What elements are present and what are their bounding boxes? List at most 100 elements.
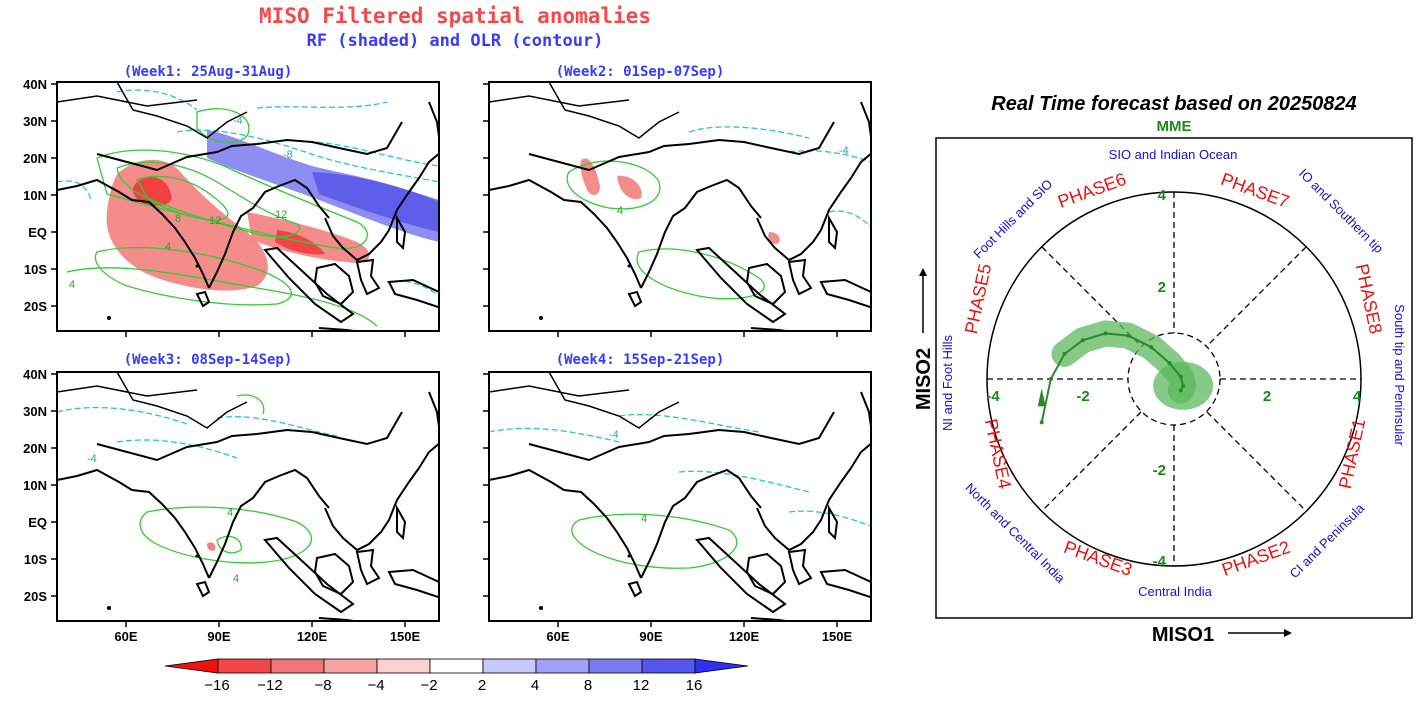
phase-label: PHASE4 (981, 417, 1015, 491)
region-label: Foot Hills and SIO (970, 176, 1055, 261)
phase-label: PHASE1 (1335, 417, 1369, 491)
olr-positive-contour (216, 535, 242, 554)
tick-x: 2 (1263, 388, 1271, 405)
lat-labels-top: 40N 30N 20N 10N EQ 10S 20S (23, 77, 47, 314)
trajectory-point (1149, 345, 1154, 350)
svg-text:12: 12 (275, 209, 287, 221)
rf-negative-shade (247, 212, 370, 263)
region-label: Central India (1138, 584, 1212, 599)
phase-label: PHASE6 (1055, 169, 1129, 212)
map-panel-week2: 4 -4 (482, 81, 872, 338)
colorbar-label: −2 (420, 677, 437, 694)
region-label: North and Central India (962, 480, 1068, 586)
lon-label: 60E (546, 629, 569, 644)
trajectory-arrowhead (1037, 388, 1046, 407)
panel-title-week4: (Week4: 15Sep-21Sep) (556, 352, 725, 368)
olr-positive-contour (566, 160, 661, 210)
trajectory-point (1103, 331, 1108, 336)
lat-label: EQ (28, 515, 47, 530)
olr-negative-contour (788, 510, 871, 527)
lat-label: 20N (23, 151, 47, 166)
colorbar-label: −16 (204, 677, 229, 694)
svg-text:12: 12 (209, 215, 221, 227)
x-axis-arrowhead (1284, 629, 1292, 637)
colorbar-segment (376, 658, 431, 674)
map-panel-week1: 4 8 12 12 4 -8 -4 (50, 81, 440, 338)
colorbar-label: 4 (531, 677, 539, 694)
svg-text:4: 4 (641, 513, 647, 525)
svg-text:4: 4 (165, 241, 171, 253)
olr-negative-contour (216, 416, 338, 437)
phase-label: PHASE7 (1218, 169, 1292, 212)
tick-x: -2 (1076, 388, 1089, 405)
olr-negative-contour (678, 470, 810, 493)
lat-label: 20S (24, 589, 47, 604)
phase-diagram: Real Time forecast based on 20250824 MME… (913, 93, 1413, 646)
colorbar-segment (429, 658, 484, 674)
olr-negative-contour (256, 101, 388, 109)
olr-negative-contour (116, 439, 238, 459)
colorbar-segment (694, 658, 749, 674)
colorbar-label: −4 (367, 677, 384, 694)
trajectory-point (1048, 377, 1053, 381)
lat-label: 10N (23, 188, 47, 203)
phase-label: PHASE5 (961, 262, 995, 336)
colorbar-segment (323, 658, 378, 674)
trajectory-point (1039, 420, 1044, 425)
phase-label: PHASE8 (1352, 262, 1386, 336)
colorbar (164, 658, 749, 674)
lat-label: 10S (24, 552, 47, 567)
rf-negative-core (132, 177, 172, 206)
svg-text:4: 4 (69, 279, 75, 291)
y-axis-label: MISO2 (913, 348, 935, 410)
olr-negative-contour (57, 406, 188, 425)
region-label: IO and Southern tip (1296, 166, 1386, 256)
lon-label: 90E (639, 629, 662, 644)
rf-negative-shade (617, 175, 642, 200)
lon-labels-right: 60E 90E 120E 150E (546, 629, 852, 644)
trajectory-point (1178, 374, 1183, 379)
olr-positive-contour (66, 267, 378, 327)
colorbar-label: 8 (584, 677, 592, 694)
phase-label: PHASE2 (1219, 537, 1293, 580)
rf-negative-shade (106, 159, 268, 291)
olr-negative-contour (316, 141, 439, 167)
trajectory-point (1178, 388, 1183, 393)
lon-label: 120E (297, 629, 328, 644)
phase-diagram-title: Real Time forecast based on 20250824 (991, 93, 1356, 115)
lon-label: 60E (114, 629, 137, 644)
lon-labels-left: 60E 90E 120E 150E (114, 629, 420, 644)
svg-text:-4: -4 (839, 145, 849, 157)
colorbar-label: −12 (257, 677, 282, 694)
colorbar-segment (588, 658, 643, 674)
model-label: MME (1157, 118, 1192, 135)
colorbar-label: −8 (314, 677, 331, 694)
tick-y: -2 (1153, 462, 1166, 479)
lon-label: 150E (390, 629, 421, 644)
olr-positive-contour (139, 506, 312, 564)
svg-text:8: 8 (175, 213, 181, 225)
colorbar-label: 12 (633, 677, 650, 694)
lat-label: 10S (24, 262, 47, 277)
olr-negative-contour (688, 126, 810, 139)
phase-label: PHASE3 (1061, 537, 1135, 580)
lat-label: 40N (23, 77, 47, 92)
trajectory-point (1167, 361, 1172, 366)
lat-label: 20N (23, 441, 47, 456)
trajectory-point (1062, 351, 1067, 356)
lat-label: 30N (23, 404, 47, 419)
panel-title-week2: (Week2: 01Sep-07Sep) (556, 64, 725, 80)
colorbar-label: 2 (478, 677, 486, 694)
maps-subtitle: RF (shaded) and OLR (contour) (306, 31, 604, 51)
region-label: South tip and Peninsular (1392, 304, 1407, 446)
lat-label: 10N (23, 478, 47, 493)
colorbar-segment (217, 658, 272, 674)
rf-negative-shade (768, 232, 780, 244)
rf-positive-core (312, 172, 439, 232)
svg-text:-4: -4 (233, 115, 243, 127)
lat-label: EQ (28, 225, 47, 240)
olr-positive-contour (236, 394, 265, 415)
panel-title-week3: (Week3: 08Sep-14Sep) (124, 352, 293, 368)
colorbar-segment (164, 658, 219, 674)
